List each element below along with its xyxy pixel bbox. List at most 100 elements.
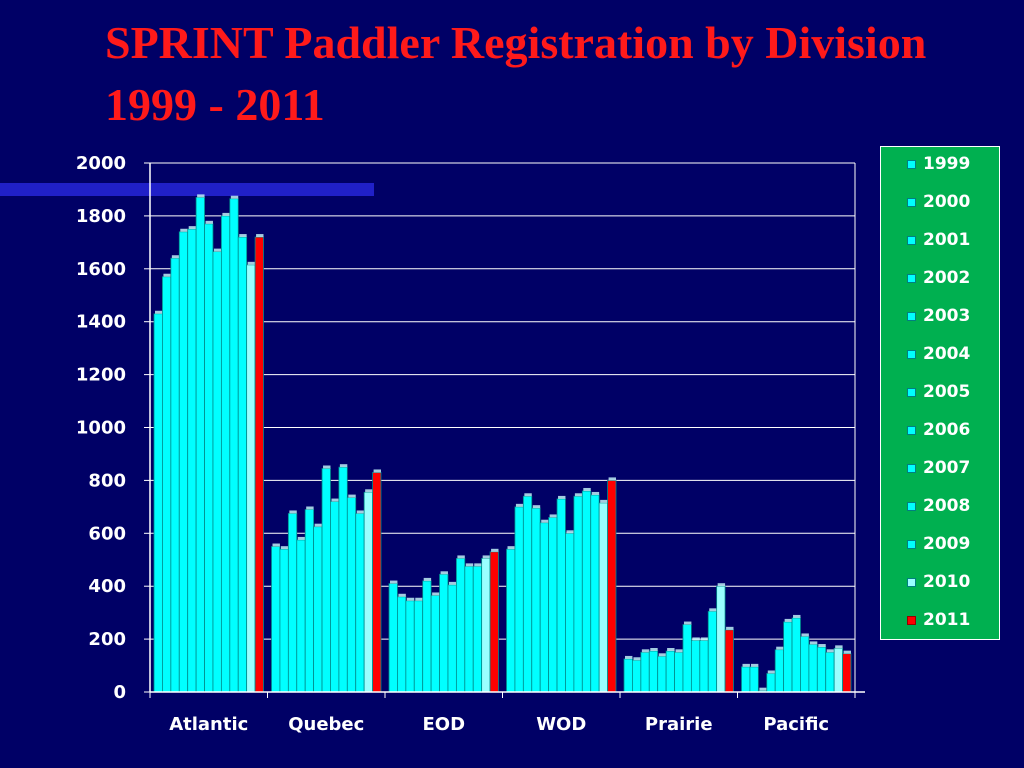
category-label: Pacific: [763, 714, 829, 735]
bar-top-highlight: [767, 670, 776, 674]
legend: 1999 2000 2001 2002 2003 2004 2005 2006 2007 2008…: [880, 146, 1000, 640]
bar-top-highlight: [759, 687, 767, 691]
y-tick-label: 1800: [76, 206, 126, 227]
bar-eod-1999: [388, 583, 398, 693]
bar-top-highlight: [524, 493, 532, 497]
legend-swatch: [907, 387, 916, 397]
legend-swatch: [907, 235, 916, 245]
bar-top-highlight: [239, 234, 247, 238]
bar-eod-2003: [422, 580, 432, 693]
y-tick-label: 1000: [76, 418, 126, 439]
bar-top-highlight: [608, 477, 616, 481]
legend-swatch: [907, 349, 916, 359]
bar-wod-2008: [581, 490, 592, 693]
bar-top-highlight: [390, 580, 398, 584]
y-tick-label: 200: [88, 629, 126, 650]
bar-atlantic-2010: [246, 264, 256, 693]
bar-top-highlight: [776, 646, 784, 650]
bar-top-highlight: [700, 637, 709, 641]
bar-pacific-2009: [825, 651, 835, 693]
bar-pacific-2004: [783, 621, 793, 693]
bar-top-highlight: [230, 195, 239, 199]
bar-top-highlight: [600, 499, 608, 503]
bar-wod-2010: [598, 502, 608, 693]
bar-top-highlight: [843, 650, 851, 654]
y-tick-label: 600: [88, 523, 126, 544]
bar-pacific-2006: [800, 636, 810, 693]
bar-quebec-2003: [304, 509, 315, 693]
bar-top-highlight: [247, 261, 256, 265]
bar-top-highlight: [323, 465, 331, 469]
bar-top-highlight: [641, 649, 650, 653]
bar-top-highlight: [213, 248, 222, 252]
bar-top-highlight: [180, 228, 188, 232]
accent-bar: [0, 183, 374, 196]
bar-prairie-2011: [724, 629, 734, 693]
bar-prairie-2007: [690, 640, 701, 693]
bar-atlantic-2009: [237, 236, 248, 693]
legend-item-2001: 2001: [907, 229, 970, 251]
bar-prairie-2008: [699, 640, 709, 693]
bar-wod-2007: [573, 495, 583, 693]
legend-item-2004: 2004: [907, 343, 970, 365]
bar-top-highlight: [423, 577, 432, 581]
bar-quebec-2000: [279, 548, 289, 693]
bar-atlantic-2011: [254, 236, 264, 693]
bar-top-highlight: [314, 523, 323, 527]
bar-top-highlight: [809, 641, 818, 645]
bar-atlantic-2000: [162, 276, 172, 693]
legend-item-2002: 2002: [907, 267, 970, 289]
bar-quebec-2011: [372, 472, 382, 693]
bar-prairie-2009: [707, 610, 718, 693]
bar-prairie-2004: [665, 650, 675, 693]
category-label: Atlantic: [169, 714, 248, 735]
bar-prairie-2010: [716, 585, 726, 693]
legend-label: 2010: [923, 572, 971, 592]
bar-top-highlight: [583, 487, 591, 491]
legend-label: 2005: [923, 382, 971, 402]
bar-top-highlight: [474, 563, 482, 567]
bar-top-highlight: [297, 536, 306, 540]
bar-top-highlight: [507, 546, 515, 550]
bar-atlantic-2006: [212, 251, 222, 693]
bar-top-highlight: [558, 495, 566, 499]
bar-quebec-2006: [330, 501, 340, 693]
slide-title: SPRINT Paddler Registration by Division …: [105, 17, 927, 130]
bar-top-highlight: [709, 608, 717, 612]
bar-pacific-2002: [766, 673, 776, 693]
legend-label: 2000: [923, 192, 971, 212]
bar-top-highlight: [440, 571, 448, 575]
legend-item-2008: 2008: [907, 495, 970, 517]
legend-swatch: [907, 501, 916, 511]
bar-pacific-2003: [774, 649, 785, 693]
bar-pacific-2008: [816, 646, 827, 693]
bar-top-highlight: [339, 464, 348, 468]
bar-top-highlight: [742, 663, 750, 667]
legend-label: 2001: [923, 230, 971, 250]
bar-top-highlight: [491, 548, 499, 552]
bar-top-highlight: [398, 593, 406, 597]
legend-label: 2003: [923, 306, 971, 326]
bar-pacific-2000: [749, 666, 759, 693]
bar-wod-2004: [548, 517, 558, 693]
bar-top-highlight: [650, 648, 658, 652]
bar-top-highlight: [188, 226, 197, 230]
legend-label: 2008: [923, 496, 971, 516]
bar-top-highlight: [306, 506, 314, 510]
bar-eod-2000: [397, 596, 407, 693]
legend-item-2007: 2007: [907, 457, 970, 479]
bar-top-highlight: [683, 621, 692, 625]
bar-wod-2003: [539, 522, 550, 693]
category-label: Quebec: [288, 714, 364, 735]
bar-quebec-2001: [287, 513, 298, 693]
bar-eod-2005: [439, 573, 449, 693]
bar-quebec-2010: [363, 491, 373, 693]
bar-top-highlight: [406, 597, 415, 601]
bar-top-highlight: [801, 633, 809, 637]
bar-top-highlight: [826, 649, 835, 653]
category-label: WOD: [536, 714, 586, 735]
legend-swatch: [907, 577, 916, 587]
category-labels: Atlantic Quebec EOD WOD Prairie Pacific: [169, 714, 829, 735]
bar-top-highlight: [465, 563, 474, 567]
bar-top-highlight: [272, 543, 280, 547]
